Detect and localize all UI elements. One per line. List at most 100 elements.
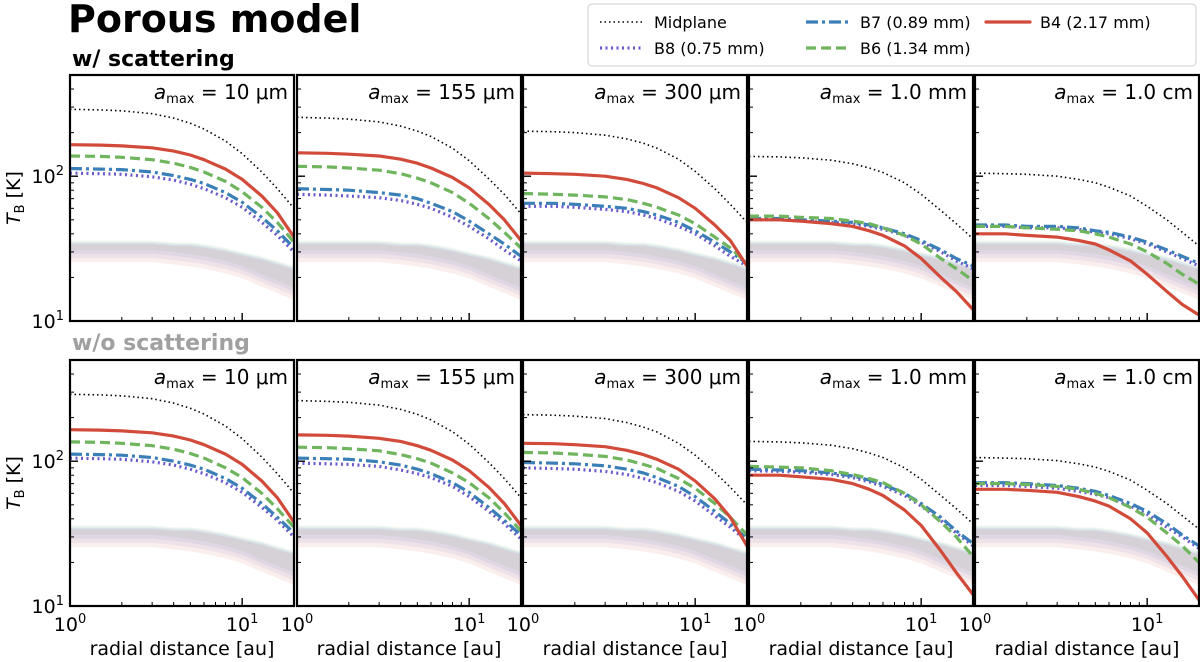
x-tick-label: 101: [679, 612, 711, 636]
shaded-band: [749, 244, 973, 301]
shaded-band: [70, 240, 294, 288]
panel-noscat-4: 100 101 amax = 1.0 mm radial distance [au]: [733, 358, 975, 660]
panel-frame: [295, 73, 523, 323]
shaded-band: [297, 526, 521, 577]
series-line-b4: [70, 428, 294, 524]
series-line-b4: [70, 143, 294, 239]
panel-noscat-3: 100 101 amax = 300 μm radial distance [au]: [507, 358, 749, 660]
shaded-band: [70, 241, 294, 292]
shaded-band: [975, 529, 1199, 586]
panel-frame: [521, 358, 749, 608]
panel-scat-3: amax = 300 μm: [521, 73, 749, 323]
shaded-band: [523, 528, 747, 581]
shaded-band: [523, 243, 747, 296]
series-line-b7: [523, 460, 747, 541]
x-axis-label: radial distance [au]: [995, 638, 1180, 660]
panel-frame: [747, 73, 975, 323]
series-line-b8: [749, 218, 973, 271]
panel-plot-area: [749, 440, 973, 597]
series-line-b8: [523, 466, 747, 543]
series-line-b7: [297, 456, 521, 537]
panel-frame: [68, 358, 296, 608]
x-tick-label: 100: [281, 612, 313, 636]
panel-plot-area: [297, 399, 521, 586]
row-title-scattering: w/ scattering: [72, 47, 235, 72]
series-line-b4: [975, 487, 1199, 602]
series-line-b7: [749, 467, 973, 545]
legend-label-b8: B8 (0.75 mm): [654, 39, 765, 58]
shaded-band: [523, 525, 747, 573]
panel-plot-area: [70, 108, 294, 301]
series-line-b6: [523, 450, 747, 537]
panel-plot-area: [523, 413, 747, 586]
panel-plot-area: [297, 116, 521, 301]
series-line-b8: [70, 456, 294, 539]
shaded-band: [297, 243, 521, 296]
series-line-b7: [70, 452, 294, 535]
series-line-b4: [523, 441, 747, 548]
legend-label-b4: B4 (2.17 mm): [1040, 13, 1151, 32]
shaded-band: [975, 528, 1199, 581]
series-line-b6: [70, 154, 294, 244]
shaded-band: [70, 244, 294, 301]
series-line-b6: [70, 440, 294, 529]
series-line-midplane: [749, 155, 973, 240]
shaded-band: [749, 528, 973, 581]
shaded-band: [297, 244, 521, 301]
shaded-band: [297, 529, 521, 586]
legend-label-midplane: Midplane: [654, 13, 727, 32]
series-line-b6: [523, 191, 747, 265]
panel-scat-2: amax = 155 μm: [295, 73, 523, 323]
amax-label: amax = 1.0 mm: [820, 80, 967, 107]
shaded-band: [70, 525, 294, 573]
series-line-b6: [297, 164, 521, 250]
series-line-midplane: [523, 130, 747, 223]
x-tick-label: 100: [959, 612, 991, 636]
amax-label: amax = 1.0 mm: [820, 365, 967, 392]
series-line-b8: [523, 204, 747, 268]
shaded-band: [70, 243, 294, 296]
series-line-midplane: [70, 108, 294, 209]
shaded-band: [749, 526, 973, 577]
y-axis-label: TB [K]: [3, 456, 28, 510]
panel-frame: [973, 358, 1200, 608]
series-line-b4: [749, 473, 973, 597]
panel-scat-1: 101 102 amax = 10 μm: [32, 73, 296, 333]
x-tick-label: 100: [507, 612, 539, 636]
shaded-band: [70, 526, 294, 577]
shaded-band: [749, 529, 973, 586]
amax-label: amax = 300 μm: [594, 80, 741, 107]
x-tick-label: 101: [905, 612, 937, 636]
amax-label: amax = 155 μm: [368, 365, 515, 392]
shaded-band: [523, 244, 747, 301]
series-line-midplane: [749, 440, 973, 525]
row-title-no-scattering: w/o scattering: [72, 331, 250, 356]
y-tick-label: 101: [32, 594, 64, 618]
series-line-b4: [523, 171, 747, 268]
panel-noscat-5: 100 101 amax = 1.0 cm radial distance [au]: [959, 358, 1200, 660]
series-line-midplane: [70, 393, 294, 494]
shaded-band: [749, 240, 973, 288]
x-axis-label: radial distance [au]: [317, 638, 502, 660]
series-line-midplane: [297, 399, 521, 499]
panel-plot-area: [523, 130, 747, 301]
y-tick-label: 101: [32, 309, 64, 333]
shaded-band: [523, 241, 747, 292]
amax-label: amax = 1.0 cm: [1054, 365, 1193, 392]
panel-frame: [973, 73, 1200, 323]
shaded-band: [749, 525, 973, 573]
panel-plot-area: [975, 172, 1199, 317]
panel-plot-area: [70, 393, 294, 586]
x-tick-label: 101: [226, 612, 258, 636]
series-line-b8: [975, 224, 1199, 268]
series-line-b7: [70, 166, 294, 250]
x-tick-label: 101: [453, 612, 485, 636]
y-axis-label: TB [K]: [3, 171, 28, 225]
series-line-b8: [297, 192, 521, 263]
legend-frame: [587, 3, 1197, 67]
shaded-band: [523, 526, 747, 577]
shaded-band: [975, 526, 1199, 577]
panel-plot-area: [749, 155, 973, 312]
y-tick-label: 102: [32, 164, 64, 188]
